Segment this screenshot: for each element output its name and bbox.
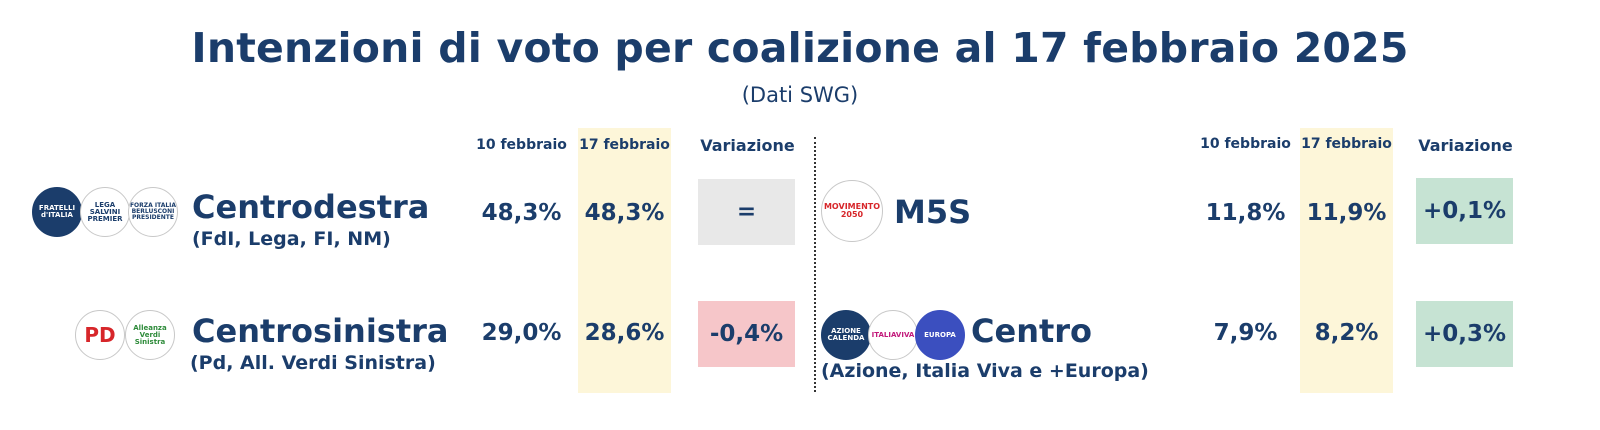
m5s-name: M5S [894,193,972,231]
fdi-logo: FRATELLI d'ITALIA [32,187,82,237]
chart-subtitle: (Dati SWG) [741,83,859,107]
highlight-column-right [1300,128,1393,393]
chart-title: Intenzioni di voto per coalizione al 17 … [191,24,1409,72]
m5s-logo: MOVIMENTO 2050 [821,180,883,242]
header-var-left: Variazione [700,136,795,155]
centrodestra-name: Centrodestra [192,188,430,226]
centrosinistra-name: Centrosinistra [192,312,449,350]
italiaviva-logo: ITALIAVIVA [868,310,918,360]
centro-var: +0,3% [1416,301,1513,367]
centrodestra-detail: (FdI, Lega, FI, NM) [192,228,391,250]
header-curr-right: 17 febbraio [1301,136,1392,152]
avs-logo: Alleanza Verdi Sinistra [125,310,175,360]
centrosinistra-var: -0,4% [698,301,795,367]
centro-curr: 8,2% [1314,320,1379,346]
centro-name: Centro [971,312,1093,350]
centrodestra-prev: 48,3% [481,200,562,226]
azione-logo: AZIONE CALENDA [821,310,871,360]
pd-logo: PD [75,310,125,360]
header-curr-left: 17 febbraio [579,137,670,153]
fi-logo: FORZA ITALIA BERLUSCONI PRESIDENTE [128,187,178,237]
header-prev-right: 10 febbraio [1200,136,1291,152]
centrosinistra-detail: (Pd, All. Verdi Sinistra) [190,352,436,374]
highlight-column-left [578,128,671,393]
centrosinistra-curr: 28,6% [584,320,665,346]
m5s-curr: 11,9% [1306,200,1387,226]
header-prev-left: 10 febbraio [476,137,567,153]
panel-divider [814,137,816,392]
centro-detail: (Azione, Italia Viva e +Europa) [821,360,1149,382]
piu-europa-logo: EUROPA [915,310,965,360]
centro-prev: 7,9% [1213,320,1278,346]
lega-logo: LEGA SALVINI PREMIER [80,187,130,237]
m5s-var: +0,1% [1416,178,1513,244]
centrosinistra-prev: 29,0% [481,320,562,346]
m5s-prev: 11,8% [1205,200,1286,226]
centrodestra-curr: 48,3% [584,200,665,226]
header-var-right: Variazione [1418,136,1513,155]
centrodestra-var: = [698,179,795,245]
